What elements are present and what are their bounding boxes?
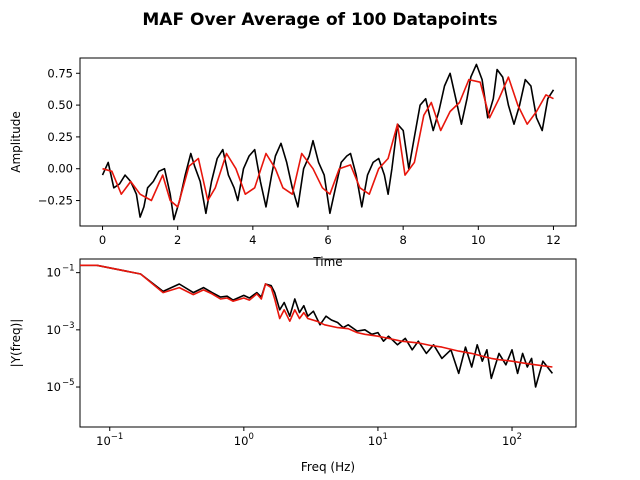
time-plot-x-ticks: 0 2 4 6 8 10 12 (99, 226, 561, 247)
time-plot-series-filtered-line (102, 76, 554, 208)
freq-plot-y-tick-label: 10−5 (46, 378, 74, 394)
freq-plot-x-tick-label: 100 (234, 432, 254, 448)
freq-plot-x-tick-label: 101 (368, 432, 388, 448)
freq-plot-x-label: Freq (Hz) (301, 460, 355, 474)
time-plot-y-label: Amplitude (9, 111, 23, 173)
freq-plot-x-tick-exponent: 0 (248, 432, 253, 442)
time-plot-x-tick-label: 12 (546, 233, 561, 247)
freq-plot-y-tick-exponent: −1 (62, 264, 75, 274)
freq-plot-y-tick-label: 10−1 (46, 264, 74, 280)
freq-plot-x-tick-exponent: 1 (383, 432, 388, 442)
time-plot-y-ticks: −0.25 0.00 0.25 0.50 0.75 (38, 66, 80, 208)
time-plot-y-tick-label: 0.25 (47, 130, 73, 144)
time-plot-x-tick-label: 8 (399, 233, 406, 247)
time-plot-x-tick-label: 4 (249, 233, 256, 247)
freq-plot-x-tick-label: 10−1 (96, 432, 123, 448)
freq-plot-series (80, 264, 554, 388)
time-plot-x-tick-label: 0 (99, 233, 106, 247)
freq-plot-y-tick-exponent: −5 (62, 378, 75, 388)
time-plot-y-tick-label: 0.75 (47, 66, 73, 80)
freq-plot-x-ticks: 10−1 100 101 102 (96, 427, 522, 448)
freq-plot-x-tick-exponent: −1 (111, 432, 124, 442)
freq-plot-series-filtered-line (80, 264, 553, 368)
figure-title: MAF Over Average of 100 Datapoints (142, 10, 497, 30)
freq-plot: 10−1 100 101 102 10−510−310−1 Freq (Hz) |Y(… (9, 258, 577, 474)
time-plot-x-tick-label: 10 (471, 233, 486, 247)
time-plot-x-tick-label: 6 (324, 233, 331, 247)
time-plot-y-tick-label: 0.50 (47, 98, 73, 112)
freq-plot-series-raw-line (80, 264, 554, 388)
freq-plot-frame (79, 258, 577, 428)
freq-plot-y-tick-exponent: −3 (62, 321, 75, 331)
time-plot-x-label: Time (312, 255, 342, 269)
freq-plot-x-tick-exponent: 2 (517, 432, 522, 442)
time-plot: 0 2 4 6 8 10 12 −0.25 0.00 0.25 0.50 0.75 Time Amp… (9, 57, 577, 269)
freq-plot-y-label: |Y(freq)| (9, 319, 23, 368)
freq-plot-y-tick-label: 10−3 (46, 321, 74, 337)
time-plot-series-raw-line (101, 63, 555, 221)
freq-plot-y-ticks: 10−5 10−3 10−1 (46, 264, 80, 394)
time-plot-y-tick-label: −0.25 (38, 194, 73, 208)
time-plot-y-tick-label: 0.00 (47, 162, 73, 176)
time-plot-x-tick-label: 2 (174, 233, 181, 247)
time-plot-series (101, 63, 555, 221)
freq-plot-x-tick-label: 102 (502, 432, 522, 448)
